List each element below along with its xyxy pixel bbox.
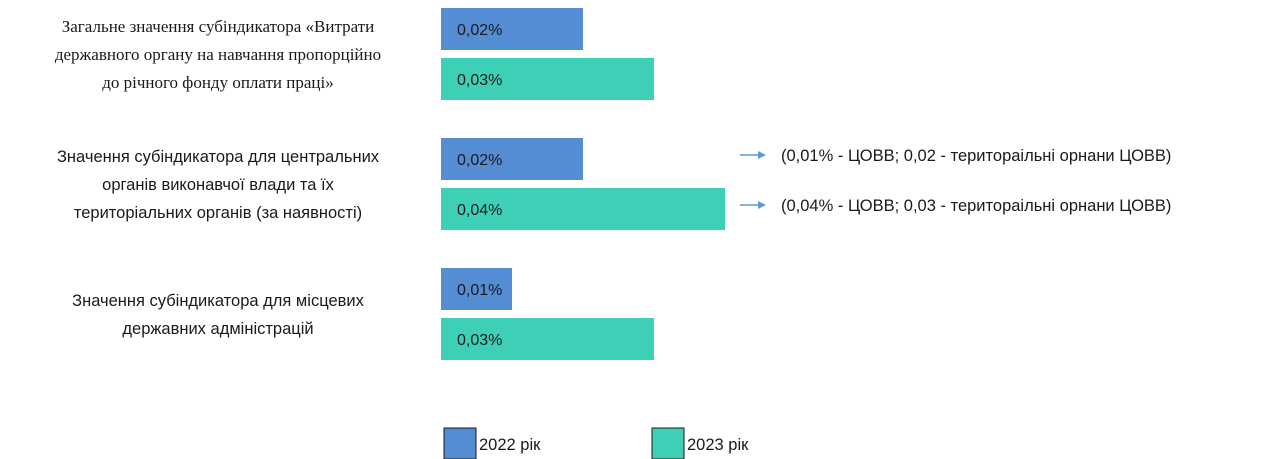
bar-2022-cat3 (441, 268, 512, 310)
arrow-head-icon (758, 151, 766, 159)
legend-label: 2023 рік (687, 436, 749, 454)
category-label: державного органу на навчання пропорційн… (55, 45, 381, 64)
category-label: територіальних органів (за наявності) (74, 204, 362, 222)
data-label: 0,02% (457, 152, 502, 169)
data-label: 0,03% (457, 72, 502, 89)
category-label: Загальне значення субіндикатора «Витрати (62, 17, 375, 36)
bar-2023-cat1 (441, 58, 654, 100)
category-label: органів виконавчої влади та їх (102, 176, 334, 194)
bar-2023-cat3 (441, 318, 654, 360)
legend-label: 2022 рік (479, 436, 541, 454)
data-label: 0,01% (457, 282, 502, 299)
bar-2022-cat2 (441, 138, 583, 180)
data-label: 0,03% (457, 332, 502, 349)
data-label: 0,02% (457, 22, 502, 39)
category-label: Значення субіндикатора для місцевих (72, 292, 365, 310)
bar-2023-cat2 (441, 188, 725, 230)
data-label: 0,04% (457, 202, 502, 219)
category-label: державних адміністрацій (122, 320, 313, 338)
category-label: до річного фонду оплати праці» (102, 73, 334, 92)
legend-swatch (651, 427, 685, 459)
annotation-text: (0,04% - ЦОВВ; 0,03 - територаільні орна… (781, 197, 1171, 215)
legend-swatch (443, 427, 477, 459)
arrow-head-icon (758, 201, 766, 209)
annotation-text: (0,01% - ЦОВВ; 0,02 - територаільні орна… (781, 147, 1171, 165)
category-label: Значення субіндикатора для центральних (57, 148, 380, 166)
bar-2022-cat1 (441, 8, 583, 50)
